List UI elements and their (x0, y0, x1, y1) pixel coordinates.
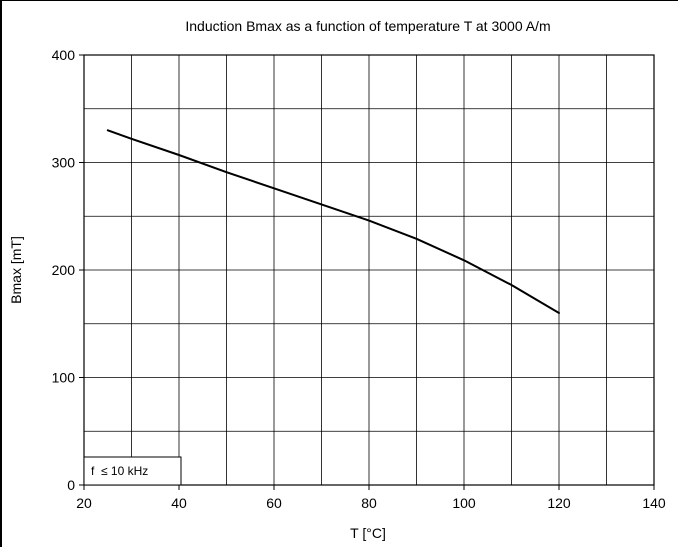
y-tick-label: 100 (52, 370, 76, 386)
x-tick-label: 80 (361, 495, 377, 511)
y-tick-label: 300 (52, 155, 76, 171)
x-tick-label: 20 (76, 495, 92, 511)
x-tick-label: 60 (266, 495, 282, 511)
y-tick-label: 400 (52, 47, 76, 63)
y-tick-label: 0 (67, 477, 75, 493)
x-axis-label: T [°C] (350, 525, 386, 541)
y-axis-ticks: 0 100 200 300 400 (52, 47, 84, 493)
grid (83, 54, 655, 486)
annotation-text: f ≤ 10 kHz (91, 464, 148, 478)
x-tick-label: 140 (642, 495, 666, 511)
annotation-box (83, 456, 182, 486)
y-axis-label: Bmax [mT] (8, 236, 24, 304)
y-tick-label: 200 (52, 262, 76, 278)
chart-title: Induction Bmax as a function of temperat… (185, 18, 550, 34)
series-line (106, 129, 560, 314)
x-axis-ticks: 20 40 60 80 100 120 140 (76, 485, 666, 511)
x-tick-label: 120 (547, 495, 571, 511)
x-tick-label: 40 (171, 495, 187, 511)
x-tick-label: 100 (452, 495, 476, 511)
